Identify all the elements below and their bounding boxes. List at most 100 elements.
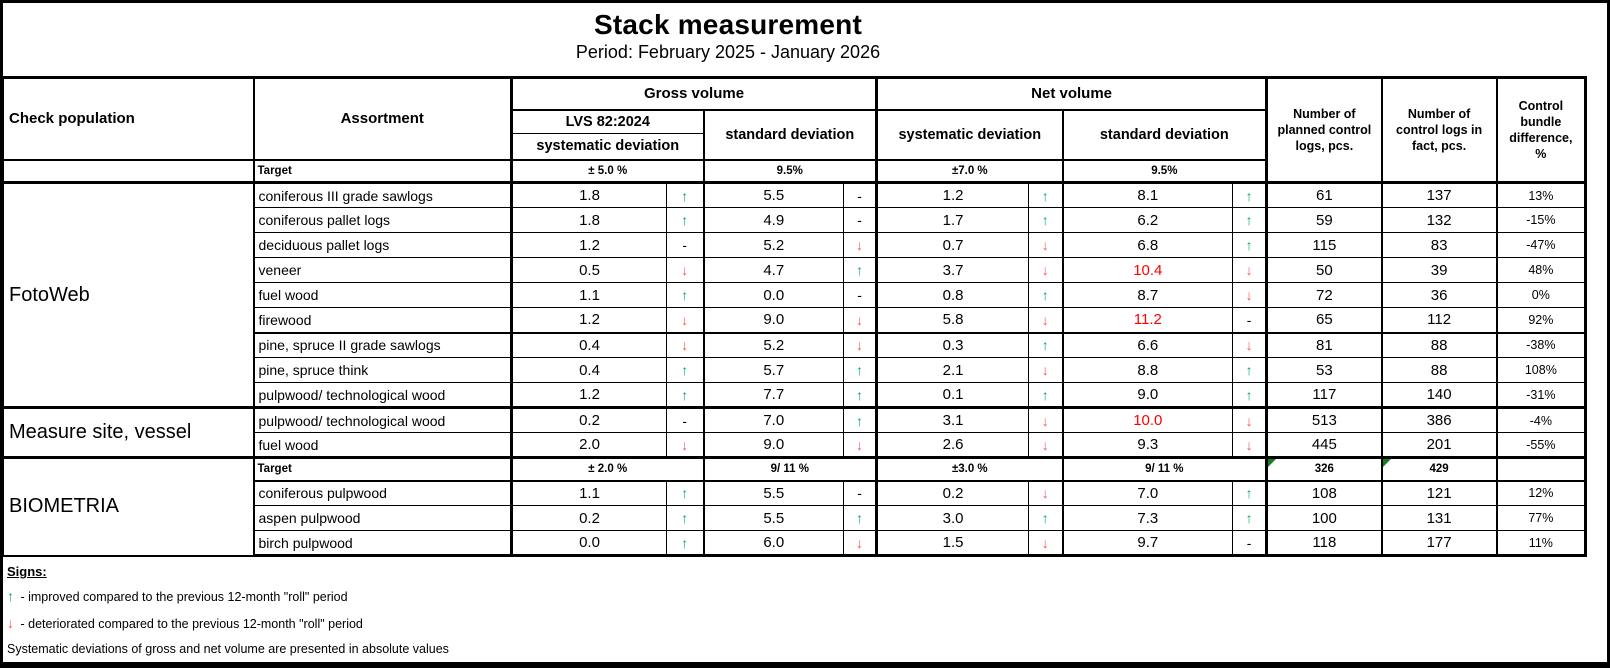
empty-cell <box>3 159 254 184</box>
column-header-gross-systematic: systematic deviation <box>510 133 704 161</box>
table-row: birch pulpwood 0.0 ↑ 6.0 ↓ 1.5 ↓ 9.7-118 177 11% <box>4 530 1588 557</box>
target-fact-logs: 429 <box>1380 457 1498 482</box>
target-gross-systematic: ± 2.0 % <box>510 457 704 482</box>
assortment-cell: coniferous pulpwood <box>252 480 512 506</box>
net-systematic-trend: ↑ <box>1028 332 1064 358</box>
column-header-control-bundle: Control bundle difference, % <box>1495 77 1588 184</box>
gross-standard-trend: ↑ <box>842 257 878 283</box>
net-systematic-trend: ↓ <box>1028 480 1064 506</box>
gross-standard-value: 6.0 <box>702 530 844 557</box>
gross-standard-value: 7.7 <box>702 382 844 409</box>
bundle-diff-value: 108% <box>1495 357 1588 383</box>
bundle-diff-value: 0% <box>1495 282 1588 308</box>
gross-systematic-trend: ↑ <box>666 382 704 409</box>
net-standard-trend: ↓ <box>1232 432 1268 459</box>
net-systematic-trend: ↓ <box>1028 232 1064 258</box>
planned-logs-value: 115 <box>1265 232 1383 258</box>
gross-systematic-value: 0.4 <box>510 332 667 358</box>
table-row: veneer 0.5 ↓ 4.7 ↑ 3.7 ↓ 10.4 ↓ 50 39 48% <box>4 257 1588 283</box>
table-row: firewood 1.2 ↓ 9.0 ↓ 5.8 ↓ 11.2-65 112 92% <box>4 307 1588 334</box>
gross-standard-value: 7.0 <box>702 407 844 433</box>
gross-systematic-value: 1.2 <box>510 232 667 258</box>
legend-note: Systematic deviations of gross and net v… <box>7 642 449 656</box>
gross-standard-trend: ↓ <box>842 307 878 334</box>
target-gross-standard: 9/ 11 % <box>702 457 878 482</box>
table-row: aspen pulpwood 0.2 ↑ 5.5 ↑ 3.0 ↑ 7.3 ↑ 100 131 77% <box>4 505 1588 531</box>
fact-logs-value: 177 <box>1380 530 1498 557</box>
header-row-standards: LVS 82:2024 standard deviation systemati… <box>4 109 1586 161</box>
gross-standard-value: 9.0 <box>702 432 844 459</box>
fact-logs-value: 39 <box>1380 257 1498 283</box>
legend: Signs: ↑ - improved compared to the prev… <box>3 557 1607 656</box>
net-standard-value: 10.0 <box>1061 407 1234 433</box>
net-standard-trend: ↑ <box>1232 207 1268 233</box>
net-systematic-trend: ↑ <box>1028 282 1064 308</box>
fact-logs-value: 386 <box>1380 407 1498 433</box>
fact-logs-value: 131 <box>1380 505 1498 531</box>
target-net-systematic: ±3.0 % <box>875 457 1064 482</box>
net-standard-trend: - <box>1232 307 1268 334</box>
bundle-diff-value: -47% <box>1495 232 1588 258</box>
net-standard-trend: ↓ <box>1232 407 1268 433</box>
assortment-cell: coniferous pallet logs <box>252 207 512 233</box>
section-label: BIOMETRIA <box>3 457 254 557</box>
net-standard-value: 11.2 <box>1061 307 1234 334</box>
gross-systematic-value: 1.1 <box>510 480 667 506</box>
net-standard-value: 6.6 <box>1061 332 1234 358</box>
column-header-gross-standard: standard deviation <box>702 109 878 161</box>
net-systematic-trend: ↓ <box>1028 432 1064 459</box>
gross-standard-value: 5.2 <box>702 232 844 258</box>
net-standard-value: 8.8 <box>1061 357 1234 383</box>
bundle-diff-value: -55% <box>1495 432 1588 459</box>
planned-logs-value: 61 <box>1265 182 1383 208</box>
target-net-standard: 9.5% <box>1061 159 1268 184</box>
net-systematic-value: 1.2 <box>875 182 1030 208</box>
legend-item-deteriorated: ↓ - deteriorated compared to the previou… <box>7 615 1601 631</box>
planned-logs-value: 50 <box>1265 257 1383 283</box>
gross-systematic-value: 0.4 <box>510 357 667 383</box>
gross-standard-trend: ↓ <box>842 432 878 459</box>
legend-item-text: - deteriorated compared to the previous … <box>20 617 363 631</box>
planned-logs-value: 117 <box>1265 382 1383 409</box>
assortment-cell: pulpwood/ technological wood <box>252 407 512 433</box>
gross-standard-trend: ↑ <box>842 407 878 433</box>
net-systematic-value: 3.1 <box>875 407 1030 433</box>
net-standard-trend: ↑ <box>1232 182 1268 208</box>
title-block: Stack measurement Period: February 2025 … <box>3 3 1607 76</box>
assortment-cell: coniferous III grade sawlogs <box>252 182 512 208</box>
gross-standard-trend: - <box>842 480 878 506</box>
assortment-cell: pine, spruce II grade sawlogs <box>252 332 512 358</box>
net-standard-value: 9.3 <box>1061 432 1234 459</box>
gross-systematic-trend: ↑ <box>666 480 704 506</box>
net-systematic-value: 1.5 <box>875 530 1030 557</box>
target-row-section: BIOMETRIA Target ± 2.0 % 9/ 11 % ±3.0 % 9/ 11… <box>3 457 1588 557</box>
planned-logs-value: 81 <box>1265 332 1383 358</box>
planned-logs-value: 72 <box>1265 282 1383 308</box>
gross-systematic-value: 0.5 <box>510 257 667 283</box>
table-body: FotoWeb coniferous III grade sawlogs 1.8 ↑ 5… <box>3 182 1588 557</box>
gross-standard-trend: - <box>842 207 878 233</box>
planned-logs-value: 108 <box>1265 480 1383 506</box>
table-row: pulpwood/ technological wood 1.2 ↑ 7.7 ↑ 0.1 ↑… <box>4 382 1588 409</box>
gross-standard-value: 0.0 <box>702 282 844 308</box>
assortment-cell: fuel wood <box>252 432 512 459</box>
fact-logs-value: 132 <box>1380 207 1498 233</box>
bundle-diff-value: -4% <box>1495 407 1588 433</box>
net-systematic-value: 2.6 <box>875 432 1030 459</box>
bundle-diff-value: -38% <box>1495 332 1588 358</box>
target-label: Target <box>252 159 512 184</box>
table-row: Measure site, vessel pulpwood/ technologi… <box>3 407 1588 459</box>
table-row: fuel wood 2.0 ↓ 9.0 ↓ 2.6 ↓ 9.3 ↓ 445 201 -55% <box>4 432 1588 459</box>
net-systematic-trend: ↑ <box>1028 182 1064 208</box>
net-standard-value: 10.4 <box>1061 257 1234 283</box>
fact-logs-value: 112 <box>1380 307 1498 334</box>
gross-systematic-trend: ↑ <box>666 282 704 308</box>
planned-logs-value: 513 <box>1265 407 1383 433</box>
column-header-check-population: Check population <box>3 77 254 161</box>
planned-logs-value: 445 <box>1265 432 1383 459</box>
fact-logs-value: 121 <box>1380 480 1498 506</box>
net-systematic-value: 0.7 <box>875 232 1030 258</box>
fact-logs-value: 88 <box>1380 357 1498 383</box>
gross-systematic-value: 1.2 <box>510 382 667 409</box>
bundle-diff-value: 77% <box>1495 505 1588 531</box>
